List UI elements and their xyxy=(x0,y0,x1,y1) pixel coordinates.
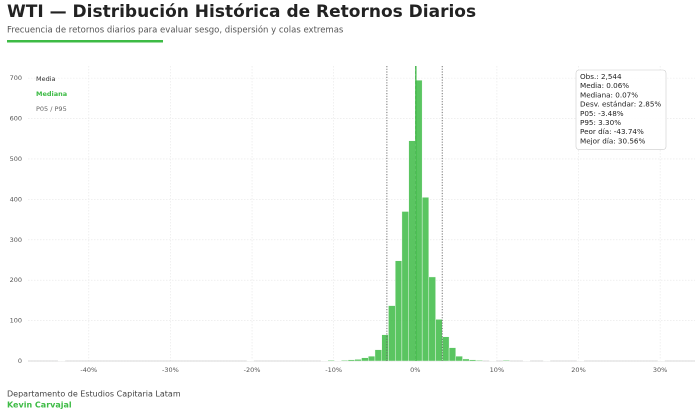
stats-line: Obs.: 2,544 xyxy=(580,72,622,81)
bar xyxy=(395,261,402,361)
stats-line: Peor día: -43.74% xyxy=(580,127,644,136)
source: Departamento de Estudios Capitaria Latam xyxy=(7,390,181,399)
y-tick-label: 100 xyxy=(10,317,22,325)
y-tick-label: 200 xyxy=(10,276,22,284)
bar xyxy=(409,141,416,361)
bar xyxy=(456,356,463,361)
bar xyxy=(463,359,470,361)
author: Kevin Carvajal xyxy=(7,401,72,410)
bar xyxy=(362,358,369,361)
bar xyxy=(436,319,443,361)
bar xyxy=(449,348,456,361)
bar xyxy=(402,211,409,361)
y-tick-label: 700 xyxy=(10,74,22,82)
x-tick-label: -10% xyxy=(325,366,342,374)
bar xyxy=(328,360,335,361)
x-tick-label: 20% xyxy=(571,366,585,374)
bar xyxy=(503,360,510,361)
bar xyxy=(368,356,375,361)
x-tick-label: -20% xyxy=(244,366,261,374)
bar xyxy=(422,197,429,361)
chart-title: WTI — Distribución Histórica de Retornos… xyxy=(7,2,476,22)
legend-entry: Media xyxy=(36,75,56,83)
bar xyxy=(375,350,382,361)
x-tick-label: 0% xyxy=(410,366,420,374)
bar xyxy=(382,335,389,361)
stats-line: P95: 3.30% xyxy=(580,118,621,127)
y-tick-label: 0 xyxy=(18,357,22,365)
bar xyxy=(341,360,348,361)
y-tick-label: 300 xyxy=(10,236,22,244)
stats-line: P05: -3.48% xyxy=(580,109,624,118)
chart-subtitle: Frecuencia de retornos diarios para eval… xyxy=(7,25,344,36)
y-tick-label: 600 xyxy=(10,115,22,123)
bar xyxy=(355,359,362,361)
stats-line: Desv. estándar: 2.85% xyxy=(580,100,661,109)
x-tick-label: 10% xyxy=(490,366,504,374)
bar xyxy=(476,360,483,361)
stats-line: Mejor día: 30.56% xyxy=(580,136,646,145)
bar xyxy=(442,337,449,361)
stats-line: Media: 0.06% xyxy=(580,81,629,90)
bar xyxy=(388,306,395,361)
title-underline xyxy=(7,40,163,43)
x-tick-label: -30% xyxy=(162,366,179,374)
x-tick-label: -40% xyxy=(80,366,97,374)
y-tick-label: 500 xyxy=(10,155,22,163)
stats-line: Mediana: 0.07% xyxy=(580,90,638,99)
y-tick-label: 400 xyxy=(10,195,22,203)
bar xyxy=(348,360,355,361)
legend-entry: Mediana xyxy=(36,90,67,98)
legend-entry: P05 / P95 xyxy=(36,105,67,113)
bar xyxy=(469,360,476,361)
x-tick-label: 30% xyxy=(653,366,667,374)
bar xyxy=(429,277,436,361)
